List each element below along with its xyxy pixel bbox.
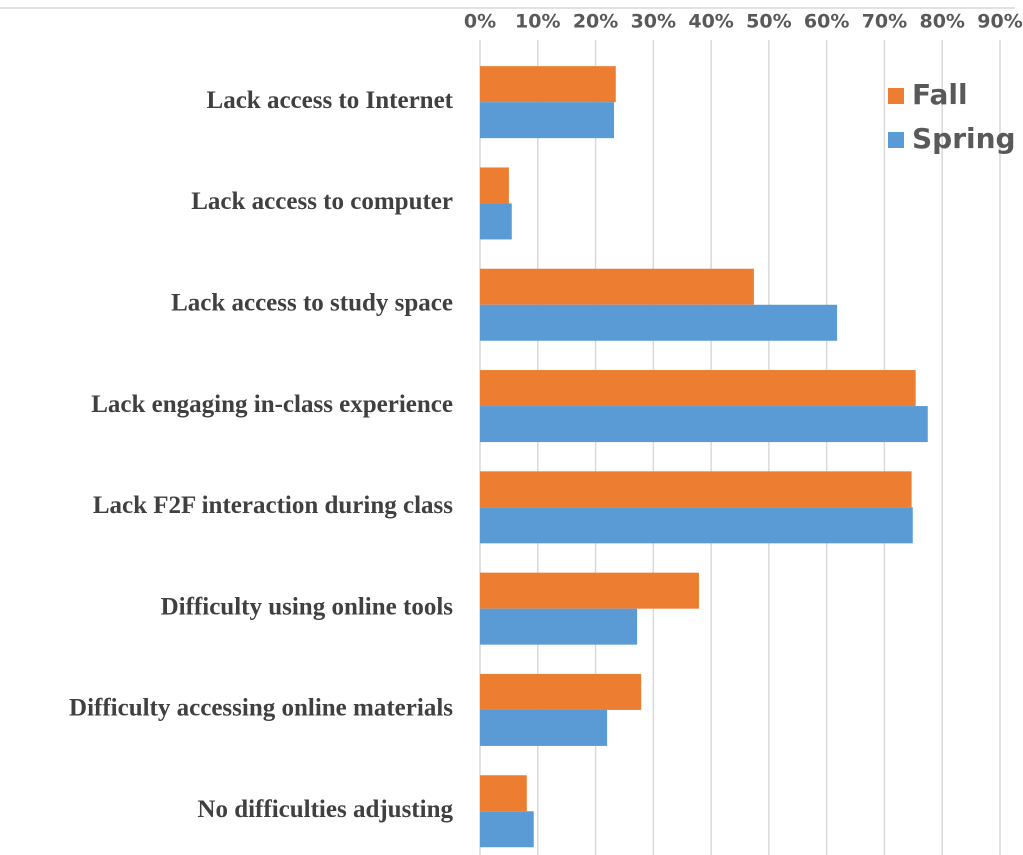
legend-swatch — [888, 132, 904, 148]
bar — [480, 370, 916, 407]
x-tick-label: 80% — [919, 11, 964, 33]
x-tick-label: 40% — [688, 11, 733, 33]
legend-label: Fall — [912, 78, 968, 111]
bar — [480, 66, 616, 103]
x-tick-label: 60% — [804, 11, 849, 33]
bar — [480, 811, 534, 848]
bar — [480, 304, 838, 341]
category-label: Difficulty accessing online materials — [69, 695, 453, 722]
bar — [480, 167, 509, 204]
category-label: No difficulties adjusting — [197, 796, 453, 823]
x-tick-label: 50% — [746, 11, 791, 33]
category-label: Lack access to computer — [191, 188, 453, 215]
legend-label: Spring — [912, 122, 1016, 155]
bar — [480, 608, 638, 645]
bar — [480, 709, 608, 746]
bar — [480, 406, 928, 443]
bar — [480, 572, 699, 609]
x-tick-label: 10% — [515, 11, 560, 33]
bar — [480, 471, 912, 508]
x-tick-label: 90% — [977, 11, 1022, 33]
bar — [480, 102, 615, 139]
bar — [480, 673, 642, 710]
legend-swatch — [888, 88, 904, 104]
bar — [480, 507, 913, 544]
x-tick-label: 30% — [631, 11, 676, 33]
category-label: Lack access to study space — [171, 289, 453, 316]
category-label: Lack access to Internet — [207, 87, 454, 114]
bar — [480, 203, 512, 240]
bar — [480, 775, 527, 812]
x-tick-label: 20% — [573, 11, 618, 33]
x-tick-label: 0% — [464, 11, 496, 33]
category-label: Lack engaging in-class experience — [91, 391, 453, 418]
category-label: Difficulty using online tools — [161, 593, 454, 620]
bar — [480, 268, 754, 305]
category-label: Lack F2F interaction during class — [93, 492, 453, 519]
x-tick-label: 70% — [862, 11, 907, 33]
